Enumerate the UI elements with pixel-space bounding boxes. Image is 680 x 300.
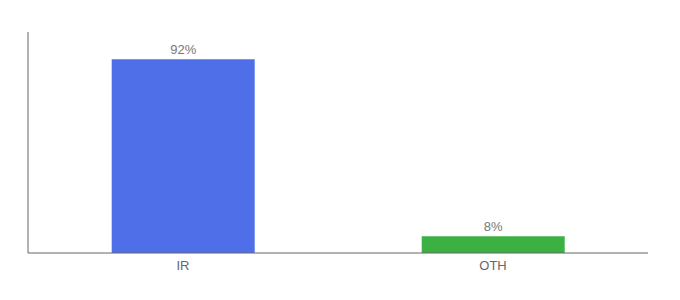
svg-text:OTH: OTH xyxy=(479,258,506,273)
svg-text:IR: IR xyxy=(177,258,190,273)
svg-text:92%: 92% xyxy=(170,42,196,57)
svg-text:8%: 8% xyxy=(484,219,503,234)
